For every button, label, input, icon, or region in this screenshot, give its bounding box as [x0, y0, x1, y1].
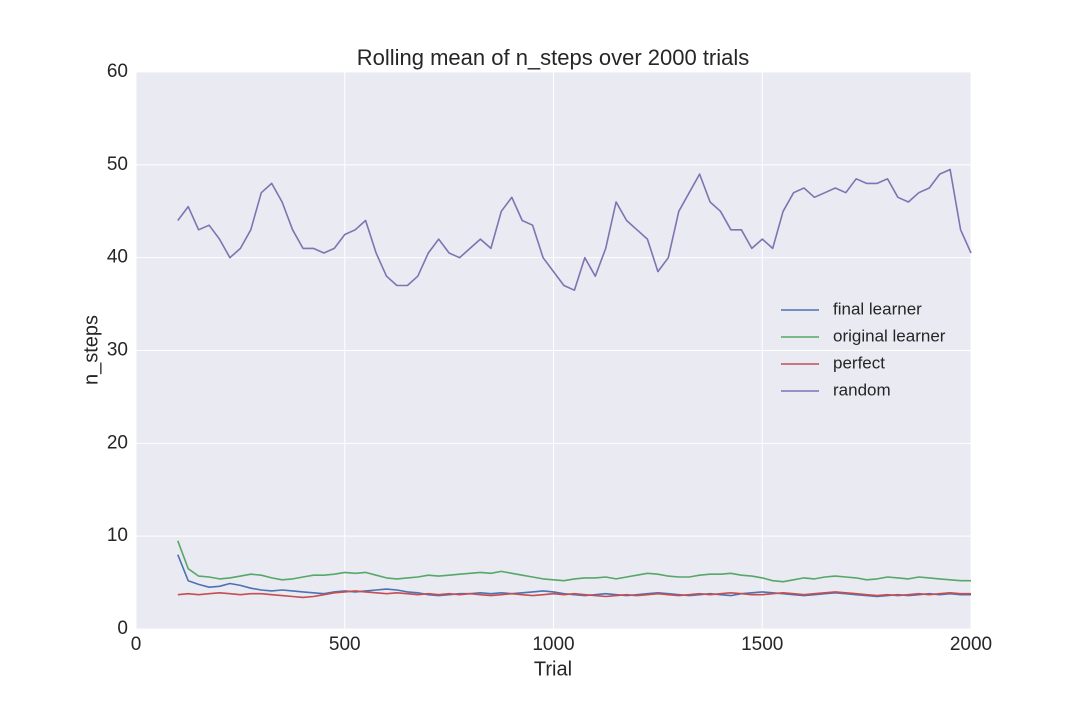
x-axis-label: Trial	[534, 658, 572, 680]
x-tick-label: 1500	[741, 634, 783, 655]
y-tick-label: 20	[107, 432, 128, 453]
legend-label: random	[833, 380, 891, 399]
series-line	[177, 554, 971, 598]
series-line	[177, 168, 972, 291]
legend-label: final learner	[833, 299, 922, 318]
y-tick-label: 30	[107, 340, 128, 361]
y-tick-label: 10	[107, 525, 128, 546]
y-tick-label: 60	[107, 61, 128, 82]
y-axis-label: n_steps	[80, 315, 102, 385]
series-line	[177, 540, 971, 583]
series-line	[177, 590, 971, 599]
x-tick-label: 2000	[950, 634, 992, 655]
y-tick-label: 0	[117, 618, 128, 639]
y-tick-label: 50	[107, 154, 128, 175]
x-tick-label: 0	[131, 634, 142, 655]
legend-label: original learner	[833, 326, 946, 345]
x-tick-label: 1000	[532, 634, 574, 655]
x-tick-label: 500	[329, 634, 361, 655]
y-tick-label: 40	[107, 247, 128, 268]
chart-title: Rolling mean of n_steps over 2000 trials	[357, 45, 750, 70]
legend-label: perfect	[833, 353, 885, 372]
